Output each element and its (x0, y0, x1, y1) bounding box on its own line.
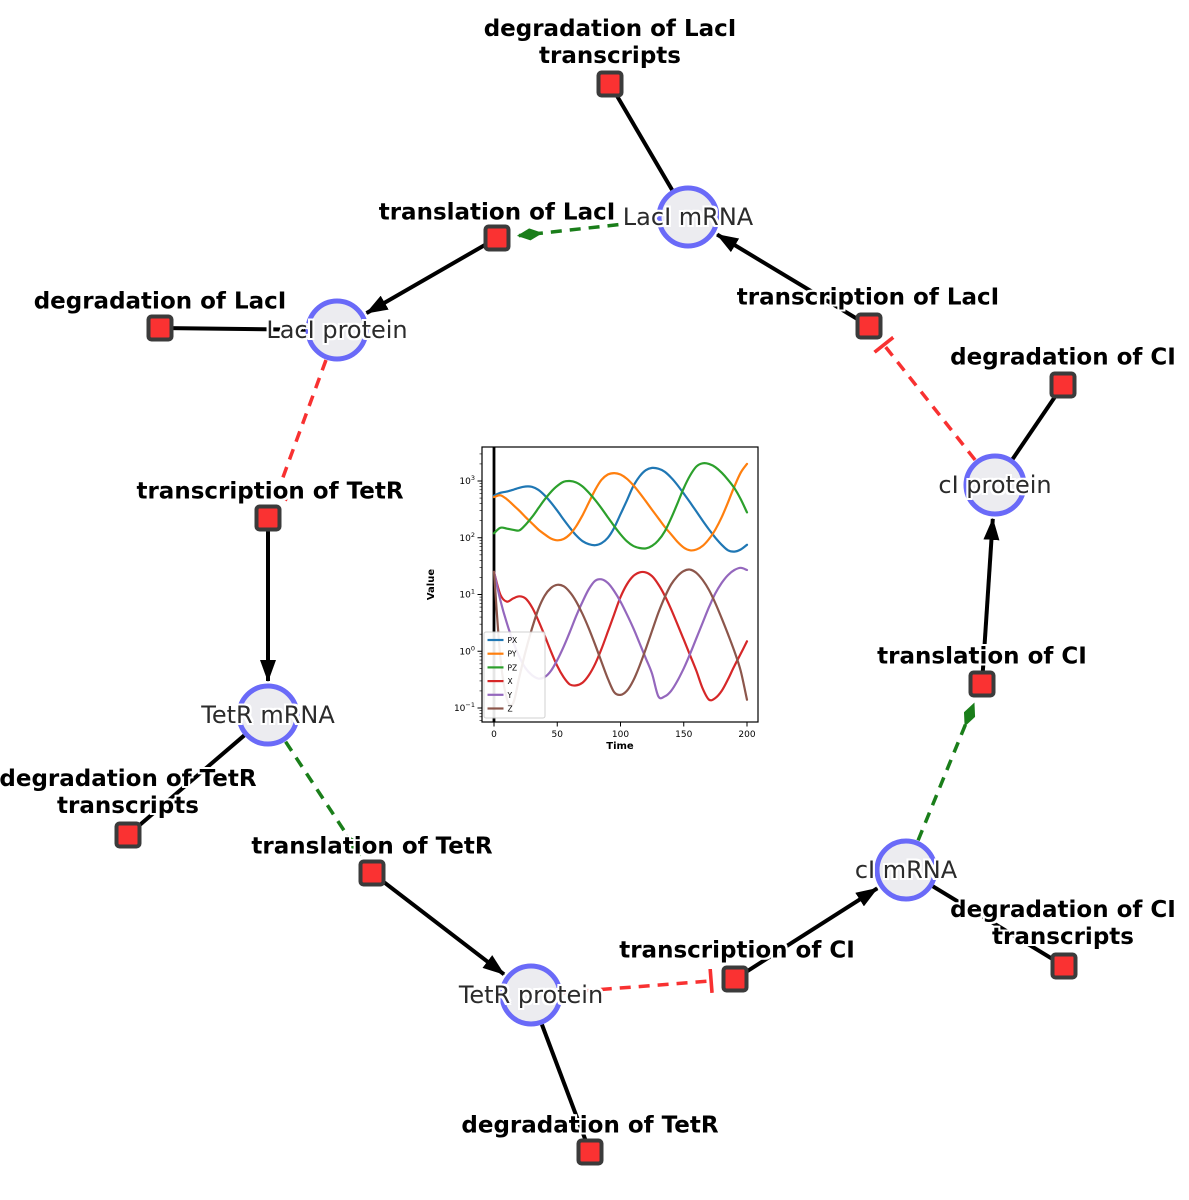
x-axis-title: Time (606, 741, 634, 752)
edge-tetr-mrna-to-degradation-tetr-transcripts (126, 733, 246, 837)
edge-laci-protein-to-degradation-laci (159, 326, 307, 332)
edge-translation-ci-to-ci-protein (980, 517, 1000, 685)
nodes-layer (114, 70, 1078, 1166)
x-tick-label: 150 (675, 730, 692, 740)
species-node-laci-protein (305, 298, 369, 362)
reaction-node-degradation-ci-transcripts (1050, 952, 1078, 980)
legend-label-PX: PX (508, 636, 518, 645)
edge-ci-mrna-to-translation-ci (916, 702, 976, 842)
legend-label-PZ: PZ (508, 663, 518, 672)
edge-translation-tetr-to-tetr-protein (370, 871, 506, 976)
legend-label-Z: Z (508, 705, 513, 714)
edge-tetr-protein-to-degradation-tetr (540, 1023, 592, 1153)
reaction-node-degradation-ci (1049, 371, 1077, 399)
inset-timeseries-chart: 10−1 100 101 102 103 0 50 100 150 200 PX PY PZ XYZ Tim… (426, 446, 759, 752)
reaction-node-translation-tetr (358, 859, 386, 887)
edge-tetr-mrna-to-translation-tetr (284, 740, 362, 857)
reaction-node-degradation-laci (146, 314, 174, 342)
edge-transcription-laci-to-laci-mrna (716, 232, 871, 328)
reaction-node-transcription-ci (721, 965, 749, 993)
species-node-tetr-protein (499, 963, 563, 1027)
edge-laci-protein-inhibits-transcription-tetr (264, 359, 328, 502)
species-node-tetr-mrna (236, 683, 300, 747)
series-PX (492, 466, 749, 553)
chart-legend: PX PY PZ XYZ (483, 631, 546, 719)
reaction-node-degradation-tetr-transcripts (114, 821, 142, 849)
series-Z (492, 568, 749, 707)
series-PZ (492, 462, 749, 550)
edge-laci-mrna-to-translation-laci (516, 218, 657, 241)
reaction-node-transcription-tetr (254, 504, 282, 532)
legend-label-PY: PY (508, 650, 517, 659)
species-node-ci-mrna (874, 838, 938, 902)
y-axis-title: Value (426, 569, 437, 600)
reaction-node-transcription-laci (855, 312, 883, 340)
edge-ci-mrna-to-degradation-ci-transcripts (931, 884, 1066, 968)
y-tick-label: 102 (459, 531, 475, 544)
y-tick-label: 103 (459, 474, 475, 487)
series-PY (492, 462, 749, 552)
y-tick-label: 10−1 (454, 701, 475, 714)
legend-label-Y: Y (507, 691, 513, 700)
y-tick-label: 101 (459, 588, 475, 601)
species-node-ci-protein (963, 453, 1027, 517)
x-tick-label: 0 (491, 730, 497, 740)
reaction-node-degradation-tetr (576, 1138, 604, 1166)
reaction-node-degradation-laci-transcripts (596, 70, 624, 98)
y-tick-label: 100 (459, 644, 475, 657)
reaction-node-translation-ci (968, 670, 996, 698)
edge-tetr-protein-inhibits-transcription-ci (562, 968, 714, 995)
legend-label-X: X (508, 677, 513, 686)
species-node-laci-mrna (656, 185, 720, 249)
edge-transcription-ci-to-ci-mrna (733, 886, 879, 981)
edge-ci-protein-inhibits-transcription-laci (873, 335, 977, 461)
edge-laci-mrna-to-degradation-laci-transcripts (608, 82, 675, 192)
x-tick-label: 100 (612, 730, 629, 740)
edge-translation-laci-to-laci-protein (365, 236, 498, 315)
reaction-node-translation-laci (483, 224, 511, 252)
x-tick-label: 200 (738, 730, 755, 740)
x-tick-label: 50 (552, 730, 564, 740)
